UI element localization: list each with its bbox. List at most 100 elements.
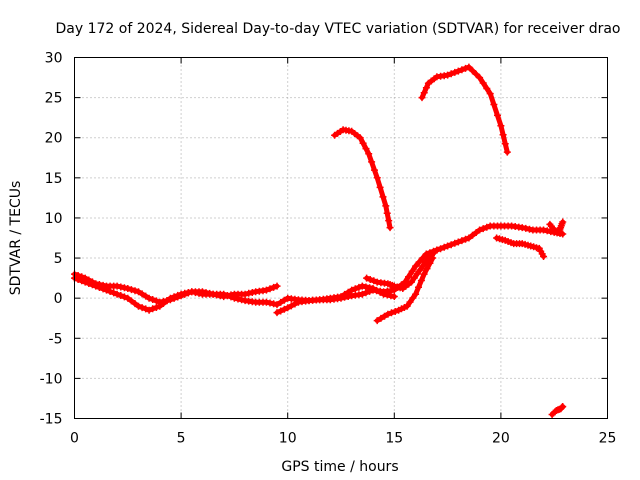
data-point-marker [348,286,356,294]
data-point-marker [454,67,462,75]
data-point-marker [479,79,487,87]
data-point-marker [152,304,160,311]
data-point-marker [124,294,132,302]
data-point-marker [363,274,371,282]
data-point-marker [380,290,388,298]
data-point-marker [518,224,526,232]
data-point-marker [368,158,376,166]
data-point-marker [490,101,498,108]
data-point-marker [403,302,411,310]
data-point-marker [408,267,416,275]
data-point-marker [543,227,551,235]
data-point-marker [362,283,370,291]
data-point-marker [406,298,414,306]
data-point-marker [117,283,125,291]
x-tick-label: 15 [385,431,403,447]
data-point-marker [174,293,182,301]
data-point-marker [494,111,501,119]
data-point-marker [483,223,491,231]
y-tick-label: -5 [49,331,63,347]
data-point-marker [559,218,567,226]
data-point-marker [469,231,476,239]
data-point-marker [386,224,394,232]
data-point-marker [245,289,253,297]
data-point-marker [341,290,349,298]
data-point-marker [407,278,415,286]
data-point-marker [184,289,192,297]
data-point-marker [423,265,431,273]
data-point-marker [540,252,548,260]
data-point-marker [362,145,370,153]
data-point-marker [559,402,567,410]
series-layer [71,63,567,418]
data-point-marker [216,292,224,300]
data-point-marker [270,283,278,291]
data-point-marker [379,193,387,201]
data-point-marker [370,277,378,285]
data-point-marker [412,262,420,270]
data-point-marker [277,307,285,315]
data-point-marker [110,289,118,297]
data-point-marker [447,241,455,249]
data-point-marker [366,276,374,283]
data-point-marker [266,299,274,307]
data-point-marker [429,254,437,262]
data-point-marker [405,273,413,281]
data-point-marker [420,89,428,97]
data-point-marker [416,266,424,274]
data-point-marker [384,310,392,318]
data-point-marker [206,289,214,297]
data-point-marker [359,139,367,147]
data-point-marker [120,293,128,301]
data-point-marker [383,291,391,299]
data-point-marker [181,290,189,298]
data-point-marker [262,286,270,294]
x-axis-label: GPS time / hours [281,459,398,475]
data-point-marker [469,67,476,75]
data-point-marker [152,297,160,305]
data-point-marker [337,293,345,301]
data-point-marker [270,300,278,308]
data-point-marker [472,70,480,78]
data-point-marker [365,150,373,158]
data-point-marker [462,64,469,72]
data-point-marker [390,293,398,301]
data-point-marker [135,302,142,310]
y-tick-label: 30 [45,51,63,67]
data-point-marker [113,290,121,298]
data-point-marker [166,296,174,304]
data-point-marker [526,225,533,233]
data-point-marker [262,298,270,306]
data-point-marker [209,290,217,298]
data-point-marker [369,285,377,292]
data-point-marker [280,305,288,313]
data-point-marker [355,283,363,291]
data-point-marker [391,308,399,315]
data-point-marker [458,66,466,74]
data-point-marker [376,183,384,191]
data-point-marker [202,289,210,297]
data-point-marker [458,237,466,245]
data-point-marker [273,282,281,290]
data-point-marker [440,243,448,251]
data-point-marker [156,298,164,306]
data-point-marker [248,289,256,296]
data-point-marker [451,239,459,247]
data-point-marker [149,305,157,313]
data-point-marker [117,292,125,299]
data-point-marker [418,94,426,102]
data-point-marker [145,294,153,302]
data-point-marker [465,63,473,71]
data-point-marker [415,283,422,291]
y-tick-label: -10 [40,371,63,387]
y-tick-label: -15 [40,412,63,428]
data-point-marker [92,280,100,288]
data-point-marker [377,314,385,322]
data-point-marker [503,148,511,156]
data-point-marker [444,242,452,250]
data-point-marker [273,309,281,317]
data-point-marker [351,285,359,293]
data-point-marker [476,226,484,234]
data-point-marker [138,290,146,298]
data-point-marker [382,202,390,210]
